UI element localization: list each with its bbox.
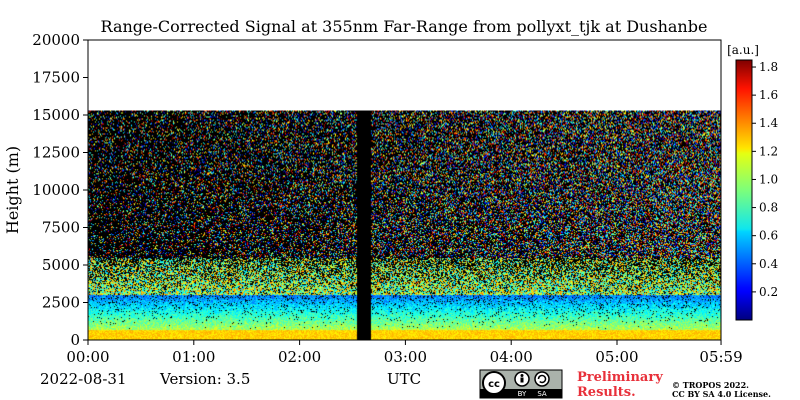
colorbar: [a.u.] 0.2 0.4 0.6 0.8 1.0 1.2 1.4 1.6 1.8 [727, 43, 778, 321]
y-tick-label: 0 [70, 331, 80, 349]
y-tick-label: 15000 [32, 106, 80, 124]
colorbar-tick-label: 0.6 [759, 229, 778, 243]
y-tick-label: 5000 [42, 256, 80, 274]
date-label: 2022-08-31 [40, 370, 126, 388]
colorbar-unit: [a.u.] [727, 43, 759, 57]
colorbar-tick-label: 1.0 [759, 172, 778, 186]
colorbar-tick-label: 1.6 [759, 88, 778, 102]
cc-icon-text: cc [488, 379, 500, 390]
x-tick-label: 03:00 [384, 348, 427, 366]
copyright-line-1: © TROPOS 2022. [672, 380, 749, 390]
x-tick-label: 00:00 [66, 348, 109, 366]
y-tick-label: 20000 [32, 31, 80, 49]
cc-license-badge: cc BY SA [479, 369, 563, 399]
chart-title: Range-Corrected Signal at 355nm Far-Rang… [101, 17, 708, 36]
version-label: Version: 3.5 [159, 370, 250, 388]
y-axis: 0 2500 5000 7500 10000 12500 15000 17500 20000 [32, 31, 88, 349]
x-tick-label: 05:59 [699, 348, 742, 366]
by-label: BY [518, 390, 527, 398]
plot-area [87, 39, 722, 341]
y-tick-label: 2500 [42, 294, 80, 312]
colorbar-tick-label: 1.8 [759, 60, 778, 74]
colorbar-tick-label: 0.2 [759, 285, 778, 299]
y-tick-label: 7500 [42, 219, 80, 237]
x-tick-label: 05:00 [595, 348, 638, 366]
colorbar-tick-label: 0.8 [759, 201, 778, 215]
heatmap-image [88, 110, 721, 340]
sa-label: SA [537, 390, 547, 398]
y-tick-label: 17500 [32, 69, 80, 87]
y-axis-label: Height (m) [3, 146, 22, 234]
x-axis-label: UTC [387, 370, 421, 388]
colorbar-gradient [735, 59, 753, 321]
colorbar-tick-label: 0.4 [759, 257, 778, 271]
preliminary-results-label: Preliminary Results. [577, 370, 667, 400]
y-tick-label: 12500 [32, 144, 80, 162]
y-tick-label: 10000 [32, 181, 80, 199]
x-axis: 00:00 01:00 02:00 03:00 04:00 05:00 05:59 [66, 340, 743, 366]
x-tick-label: 01:00 [172, 348, 215, 366]
cc-icon [482, 371, 506, 395]
colorbar-tick-label: 1.2 [759, 144, 778, 158]
x-tick-label: 02:00 [278, 348, 321, 366]
colorbar-ticks: 0.2 0.4 0.6 0.8 1.0 1.2 1.4 1.6 1.8 [752, 60, 778, 299]
sa-icon [534, 371, 550, 387]
x-tick-label: 04:00 [490, 348, 533, 366]
colorbar-tick-label: 1.4 [759, 116, 778, 130]
copyright-line-2: CC BY SA 4.0 License. [672, 389, 771, 399]
